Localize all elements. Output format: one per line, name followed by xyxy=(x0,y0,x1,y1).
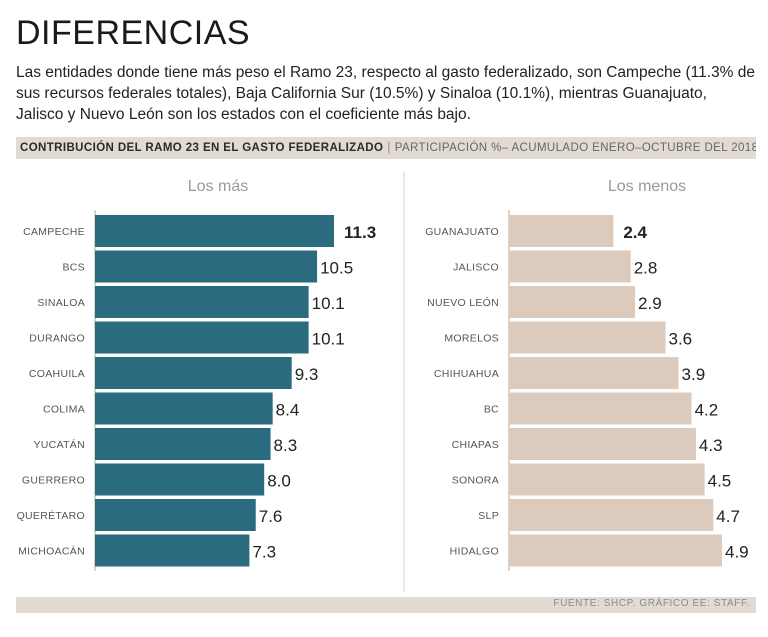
bar-right-1 xyxy=(509,250,631,283)
chart-header-separator: | xyxy=(387,142,391,154)
category-label: YUCATÁN xyxy=(34,438,86,451)
bar-left-7 xyxy=(95,463,265,496)
value-label: 8.4 xyxy=(276,401,300,420)
category-label: MORELOS xyxy=(444,333,499,345)
bar-right-7 xyxy=(509,463,705,496)
value-label: 4.9 xyxy=(725,543,749,562)
bar-left-2 xyxy=(95,286,309,318)
bar-left-5 xyxy=(95,392,273,425)
category-label: COAHUILA xyxy=(29,368,85,380)
value-label: 3.9 xyxy=(682,365,706,384)
category-label: JALISCO xyxy=(453,262,499,274)
bar-right-5 xyxy=(509,392,692,425)
category-label: SINALOA xyxy=(37,297,85,309)
chart-header-detail: PARTICIPACIÓN %– ACUMULADO ENERO–OCTUBRE… xyxy=(394,142,756,154)
category-label: CAMPECHE xyxy=(23,226,85,238)
category-label: GUERRERO xyxy=(22,475,85,487)
bar-right-6 xyxy=(509,428,696,460)
value-label: 10.1 xyxy=(312,294,345,313)
page-subtitle: Las entidades donde tiene más peso el Ra… xyxy=(16,64,756,123)
value-label: 10.1 xyxy=(312,330,345,349)
bar-right-0 xyxy=(509,215,614,247)
footer-bar: FUENTE: SHCP. GRÁFICO EE: STAFF. xyxy=(16,597,756,613)
chart-header-main: CONTRIBUCIÓN DEL RAMO 23 EN EL GASTO FED… xyxy=(20,142,384,154)
value-label: 2.9 xyxy=(638,294,662,313)
category-label: NUEVO LEÓN xyxy=(427,296,499,309)
bar-left-0 xyxy=(95,215,334,247)
value-label: 2.4 xyxy=(623,223,647,242)
bar-right-8 xyxy=(509,499,714,531)
bar-right-2 xyxy=(509,286,636,318)
category-label: CHIAPAS xyxy=(452,439,499,451)
value-label: 7.3 xyxy=(252,543,276,562)
bar-left-3 xyxy=(95,321,309,354)
bar-right-9 xyxy=(509,534,722,567)
value-label: 9.3 xyxy=(295,365,319,384)
category-label: QUERÉTARO xyxy=(17,509,85,522)
value-label: 4.5 xyxy=(708,472,732,491)
bar-left-8 xyxy=(95,499,256,531)
category-label: HIDALGO xyxy=(450,546,499,558)
page-title: DIFERENCIAS xyxy=(16,14,251,52)
bar-left-6 xyxy=(95,428,271,460)
category-label: BC xyxy=(484,404,499,416)
value-label: 8.0 xyxy=(267,472,291,491)
category-label: COLIMA xyxy=(43,404,85,416)
category-label: MICHOACÁN xyxy=(18,545,85,558)
value-label: 3.6 xyxy=(668,330,692,349)
value-label: 10.5 xyxy=(320,259,353,278)
category-label: BCS xyxy=(63,262,86,274)
bar-right-3 xyxy=(509,321,666,354)
bar-right-4 xyxy=(509,357,679,389)
value-label: 2.8 xyxy=(634,259,658,278)
bar-left-1 xyxy=(95,250,318,283)
value-label: 4.2 xyxy=(695,401,719,420)
category-label: SONORA xyxy=(452,475,499,487)
bar-left-9 xyxy=(95,534,250,567)
value-label: 4.7 xyxy=(716,507,740,526)
panel-title-right: Los menos xyxy=(608,178,686,195)
source-credit: FUENTE: SHCP. GRÁFICO EE: STAFF. xyxy=(553,598,750,609)
value-label: 4.3 xyxy=(699,436,723,455)
bar-left-4 xyxy=(95,357,292,389)
category-label: SLP xyxy=(478,510,499,522)
value-label: 11.3 xyxy=(344,223,376,242)
category-label: GUANAJUATO xyxy=(425,226,499,238)
category-label: CHIHUAHUA xyxy=(434,368,499,380)
chart-header: CONTRIBUCIÓN DEL RAMO 23 EN EL GASTO FED… xyxy=(16,137,756,159)
panel-title-left: Los más xyxy=(188,178,248,195)
value-label: 7.6 xyxy=(259,507,283,526)
category-label: DURANGO xyxy=(29,333,85,345)
value-label: 8.3 xyxy=(274,436,298,455)
